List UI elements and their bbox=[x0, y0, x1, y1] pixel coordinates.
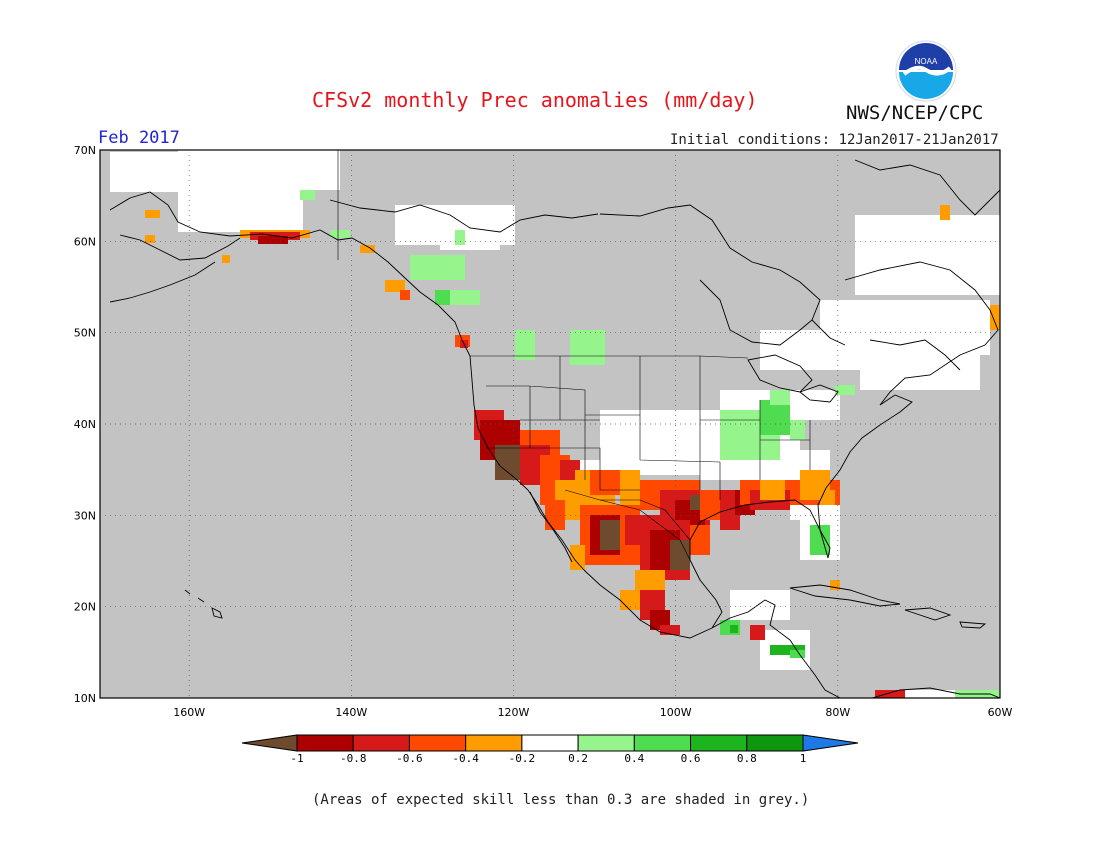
political-borders bbox=[337, 150, 811, 581]
lat-tick-label: 10N bbox=[74, 692, 96, 705]
lat-tick-label: 20N bbox=[74, 601, 96, 614]
lon-tick-label: 160W bbox=[173, 706, 205, 719]
legend-box bbox=[633, 734, 692, 752]
initial-conditions: Initial conditions: 12Jan2017-21Jan2017 bbox=[670, 132, 999, 148]
axis-labels: 70N 60N 50N 40N 30N 20N 10N 160W 140W 120W 100W 80W… bbox=[74, 144, 1013, 719]
lat-lon-grid bbox=[100, 150, 1000, 698]
legend-tick-label: -0.4 bbox=[452, 752, 479, 765]
anomaly-cell bbox=[990, 305, 1000, 330]
lat-tick-label: 40N bbox=[74, 418, 96, 431]
no-signal-land bbox=[880, 690, 1000, 700]
anomaly-cell bbox=[940, 205, 950, 220]
legend-box bbox=[577, 734, 635, 752]
anomaly-cell bbox=[570, 330, 605, 365]
anomaly-cell bbox=[770, 390, 790, 405]
anomaly-cell bbox=[145, 210, 160, 218]
legend-tick-label: -0.6 bbox=[396, 752, 423, 765]
legend-tick-label: -1 bbox=[290, 752, 303, 765]
lon-tick-label: 80W bbox=[825, 706, 850, 719]
target-month: Feb 2017 bbox=[98, 128, 180, 148]
anomaly-cell bbox=[410, 255, 465, 280]
legend-color-boxes bbox=[241, 734, 859, 752]
anomaly-cell bbox=[875, 690, 905, 698]
legend-tick-label: 0.6 bbox=[681, 752, 701, 765]
anomaly-cell bbox=[400, 290, 410, 300]
anomaly-cell bbox=[760, 400, 790, 435]
lat-tick-label: 50N bbox=[74, 327, 96, 340]
legend-box bbox=[746, 734, 804, 752]
anomaly-cell bbox=[760, 480, 785, 500]
legend-tick-label: 1 bbox=[800, 752, 807, 765]
lat-tick-label: 30N bbox=[74, 509, 96, 522]
lon-tick-label: 60W bbox=[988, 706, 1013, 719]
anomaly-cell bbox=[385, 280, 405, 292]
legend-tick-label: 0.4 bbox=[624, 752, 644, 765]
anomaly-cell bbox=[222, 255, 230, 263]
legend-box bbox=[690, 734, 748, 752]
lat-tick-label: 70N bbox=[74, 144, 96, 157]
anomaly-cell bbox=[770, 645, 805, 655]
anomaly-cell bbox=[660, 625, 680, 635]
lat-tick-label: 60N bbox=[74, 235, 96, 248]
legend-box bbox=[408, 734, 467, 752]
no-signal-land bbox=[110, 152, 182, 192]
anomaly-cell bbox=[750, 625, 765, 640]
anomaly-cell bbox=[515, 330, 535, 360]
legend-arrow-low bbox=[241, 734, 298, 752]
legend-box bbox=[465, 734, 523, 752]
anomaly-cell bbox=[360, 245, 375, 253]
anomaly-cell bbox=[790, 420, 805, 440]
coastlines bbox=[109, 159, 1001, 699]
noaa-logo-text: NOAA bbox=[915, 57, 938, 66]
anomaly-cell bbox=[590, 470, 625, 495]
no-signal-land bbox=[860, 340, 980, 390]
anomaly-cell bbox=[830, 580, 840, 590]
no-signal-land bbox=[855, 215, 1000, 295]
legend-tick-label: -0.2 bbox=[509, 752, 536, 765]
agency-label: NWS/NCEP/CPC bbox=[846, 102, 984, 124]
anomaly-cell bbox=[790, 650, 805, 658]
no-signal-land bbox=[178, 150, 303, 232]
anomaly-cell bbox=[258, 236, 288, 244]
lon-tick-label: 120W bbox=[498, 706, 530, 719]
map-title: CFSv2 monthly Prec anomalies (mm/day) bbox=[312, 88, 758, 112]
skill-footnote: (Areas of expected skill less than 0.3 a… bbox=[312, 792, 810, 808]
noaa-logo: NOAA bbox=[895, 40, 957, 102]
anomaly-cell bbox=[730, 625, 738, 633]
legend-tick-label: 0.2 bbox=[568, 752, 588, 765]
anomaly-cell bbox=[455, 230, 465, 245]
anomaly-cell bbox=[450, 290, 480, 305]
lon-tick-label: 140W bbox=[335, 706, 367, 719]
anomaly-cell bbox=[570, 545, 585, 570]
legend-tick-label: 0.8 bbox=[737, 752, 757, 765]
legend-box bbox=[296, 734, 354, 752]
no-signal-land bbox=[760, 330, 860, 370]
no-signal-land bbox=[300, 150, 340, 190]
legend-box bbox=[521, 734, 579, 752]
anomaly-cell bbox=[835, 385, 855, 395]
legend-box bbox=[352, 734, 410, 752]
anomaly-cell bbox=[670, 540, 690, 570]
anomaly-cell bbox=[300, 190, 315, 200]
legend-tick-label: -0.8 bbox=[340, 752, 367, 765]
anomaly-cell bbox=[330, 230, 350, 238]
anomaly-cell bbox=[145, 235, 155, 243]
no-signal-land bbox=[440, 225, 500, 250]
legend-arrow-high bbox=[802, 734, 859, 752]
legend-tick-labels: -1 -0.8 -0.6 -0.4 -0.2 0.2 0.4 0.6 0.8 1 bbox=[290, 752, 806, 765]
lon-tick-label: 100W bbox=[660, 706, 692, 719]
anomaly-cell bbox=[690, 525, 710, 555]
anomaly-cell bbox=[495, 445, 520, 480]
anomaly-cell bbox=[600, 520, 620, 550]
